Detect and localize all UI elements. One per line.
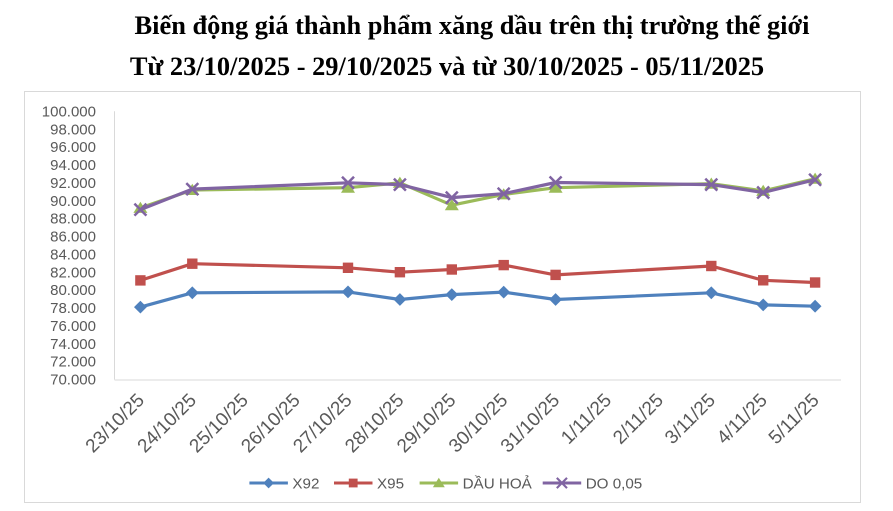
- svg-text:70.000: 70.000: [50, 372, 96, 389]
- svg-text:80.000: 80.000: [50, 282, 96, 299]
- svg-text:76.000: 76.000: [50, 318, 96, 335]
- svg-text:78.000: 78.000: [50, 300, 96, 317]
- svg-text:72.000: 72.000: [50, 354, 96, 371]
- svg-text:88.000: 88.000: [50, 211, 96, 228]
- svg-text:100.000: 100.000: [42, 103, 96, 120]
- svg-text:86.000: 86.000: [50, 229, 96, 246]
- svg-text:DẦU HOẢ: DẦU HOẢ: [463, 475, 533, 492]
- svg-text:98.000: 98.000: [50, 121, 96, 138]
- svg-text:74.000: 74.000: [50, 336, 96, 353]
- svg-text:DO 0,05: DO 0,05: [586, 475, 643, 492]
- svg-text:92.000: 92.000: [50, 175, 96, 192]
- svg-text:X92: X92: [292, 475, 319, 492]
- svg-text:84.000: 84.000: [50, 246, 96, 263]
- svg-text:94.000: 94.000: [50, 157, 96, 174]
- svg-text:90.000: 90.000: [50, 193, 96, 210]
- svg-text:X95: X95: [377, 475, 404, 492]
- svg-text:82.000: 82.000: [50, 264, 96, 281]
- svg-text:96.000: 96.000: [50, 139, 96, 156]
